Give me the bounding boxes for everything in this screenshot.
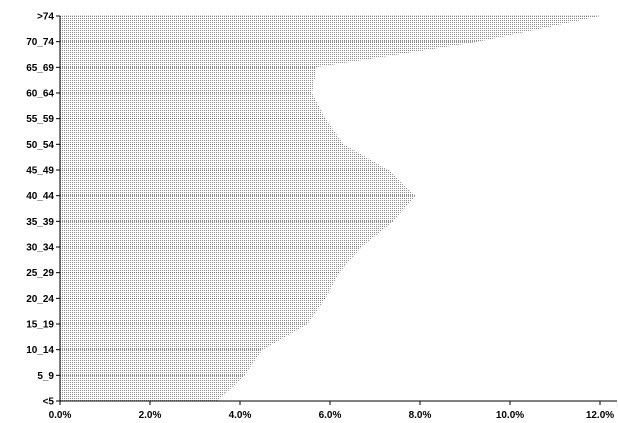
y-tick-label: 20_24 bbox=[26, 294, 54, 305]
y-tick-label: 50_54 bbox=[26, 140, 54, 151]
y-tick-layer: >74 70_74 65_69 60_64 55_59 50_54 45_49 40_44 35… bbox=[26, 12, 60, 408]
x-tick-label: 6.0% bbox=[319, 410, 342, 421]
y-tick-label: 60_64 bbox=[26, 89, 54, 100]
y-tick-label: 45_49 bbox=[26, 166, 54, 177]
y-tick-label: 5_9 bbox=[37, 371, 54, 382]
y-tick-label: <5 bbox=[43, 397, 55, 408]
x-tick-label: 4.0% bbox=[229, 410, 252, 421]
y-tick-label: 65_69 bbox=[26, 63, 54, 74]
y-tick-label: 30_34 bbox=[26, 243, 54, 254]
axis-layer bbox=[59, 16, 617, 402]
x-tick-layer: 0.0% 2.0% 4.0% 6.0% 8.0% 10.0% 12.0% bbox=[49, 401, 614, 421]
y-tick-label: 55_59 bbox=[26, 114, 54, 125]
x-tick-label: 12.0% bbox=[586, 410, 614, 421]
y-tick-label: 35_39 bbox=[26, 217, 54, 228]
x-tick-label: 2.0% bbox=[139, 410, 162, 421]
x-tick-label: 0.0% bbox=[49, 410, 72, 421]
profile-area bbox=[60, 16, 600, 401]
y-tick-label: 25_29 bbox=[26, 268, 54, 279]
y-tick-label: 70_74 bbox=[26, 37, 54, 48]
y-tick-label: 10_14 bbox=[26, 345, 54, 356]
profile-area-layer bbox=[60, 15, 600, 402]
y-tick-label: 15_19 bbox=[26, 320, 54, 331]
x-tick-label: 8.0% bbox=[409, 410, 432, 421]
y-tick-label: 40_44 bbox=[26, 191, 54, 202]
x-tick-label: 10.0% bbox=[496, 410, 524, 421]
y-tick-label: >74 bbox=[37, 12, 54, 23]
